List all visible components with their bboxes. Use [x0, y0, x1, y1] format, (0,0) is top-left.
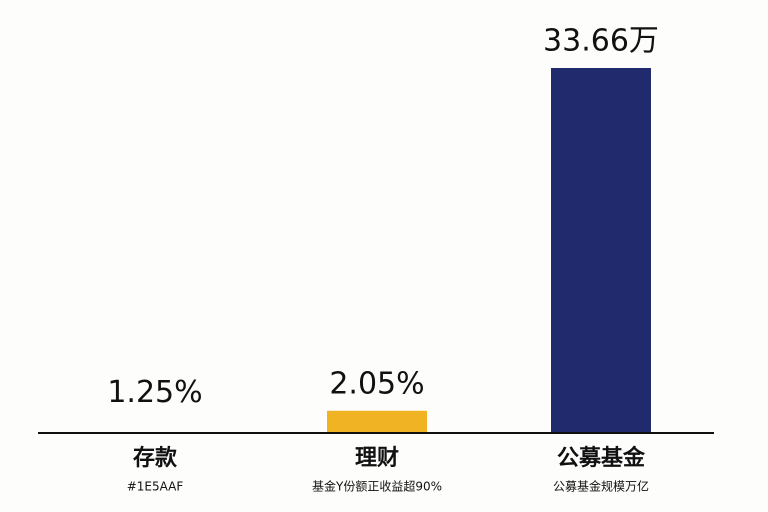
bar — [551, 68, 651, 433]
value-label: 1.25% — [107, 375, 202, 410]
bar — [327, 410, 427, 433]
category-subtitle: 基金Y份额正收益超90% — [312, 479, 442, 494]
value-label: 33.66万 — [543, 24, 659, 59]
category-subtitle: #1E5AAF — [127, 480, 184, 494]
category-subtitle: 公募基金规模万亿 — [553, 479, 649, 494]
bar — [105, 419, 205, 433]
category-label: 公募基金 — [557, 445, 646, 471]
value-label: 2.05% — [329, 366, 424, 401]
category-label: 存款 — [133, 445, 178, 471]
category-label: 理财 — [355, 446, 399, 471]
